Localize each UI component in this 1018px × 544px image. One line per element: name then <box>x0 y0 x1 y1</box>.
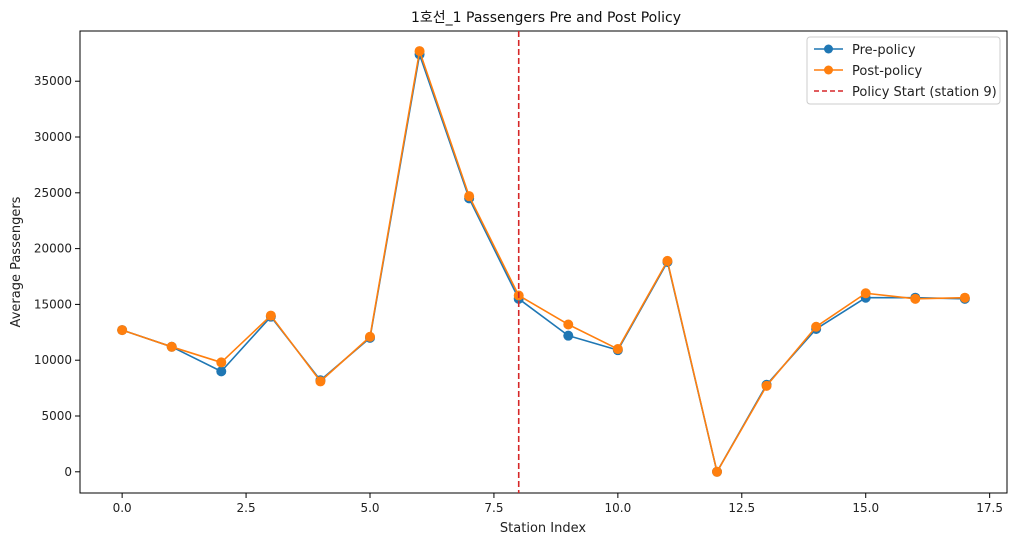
series-line-pre-policy <box>121 53 965 473</box>
data-point-post-policy <box>563 319 574 330</box>
y-tick-label: 35000 <box>34 74 72 88</box>
data-point-post-policy <box>265 310 276 321</box>
data-point-post-policy <box>216 357 227 368</box>
x-tick-label: 7.5 <box>484 501 503 515</box>
legend-label-pre-policy: Pre-policy <box>852 43 916 58</box>
series-layer <box>117 31 970 493</box>
data-point-post-policy <box>910 293 921 304</box>
y-axis: 0 5000 10000 15000 20000 25000 30000 35000 <box>34 74 80 479</box>
y-tick-label: 0 <box>64 465 72 479</box>
data-point-post-policy <box>612 344 623 355</box>
data-point-post-policy <box>117 325 128 336</box>
x-axis: 0.0 2.5 5.0 7.5 10.0 12.5 15.0 17.5 <box>113 493 1003 515</box>
data-point-pre-policy <box>563 330 574 341</box>
x-tick-label: 5.0 <box>360 501 379 515</box>
y-tick-label: 30000 <box>34 130 72 144</box>
data-point-post-policy <box>860 288 871 299</box>
y-tick-label: 10000 <box>34 353 72 367</box>
data-point-post-policy <box>315 376 326 387</box>
x-tick-label: 17.5 <box>976 501 1003 515</box>
legend-label-policy-start: Policy Start (station 9) <box>852 85 997 100</box>
x-tick-label: 15.0 <box>852 501 879 515</box>
legend: Pre-policy Post-policy Policy Start (sta… <box>806 36 1001 105</box>
data-point-post-policy <box>464 191 475 202</box>
legend-marker-pre-policy <box>824 44 833 54</box>
legend-marker-post-policy <box>824 65 833 75</box>
chart-title: 1호선_1 Passengers Pre and Post Policy <box>411 10 681 26</box>
y-tick-label: 5000 <box>41 409 72 423</box>
x-axis-label: Station Index <box>500 521 586 536</box>
data-point-post-policy <box>166 341 177 352</box>
y-tick-label: 25000 <box>34 186 72 200</box>
data-point-post-policy <box>959 292 970 303</box>
y-axis-label: Average Passengers <box>9 196 24 327</box>
x-tick-label: 0.0 <box>113 501 132 515</box>
x-tick-label: 2.5 <box>237 501 256 515</box>
data-point-post-policy <box>662 255 673 266</box>
data-point-post-policy <box>414 46 425 57</box>
series-line-post-policy <box>121 50 965 473</box>
data-point-post-policy <box>811 321 822 332</box>
x-tick-label: 12.5 <box>728 501 755 515</box>
legend-label-post-policy: Post-policy <box>852 64 922 79</box>
x-tick-label: 10.0 <box>604 501 631 515</box>
data-point-post-policy <box>364 331 375 342</box>
data-point-pre-policy <box>216 366 227 377</box>
y-tick-label: 15000 <box>34 297 72 311</box>
data-point-post-policy <box>712 466 723 477</box>
legend-box <box>806 36 1001 105</box>
plot-area <box>79 30 1008 494</box>
y-tick-label: 20000 <box>34 242 72 256</box>
data-point-post-policy <box>761 380 772 391</box>
